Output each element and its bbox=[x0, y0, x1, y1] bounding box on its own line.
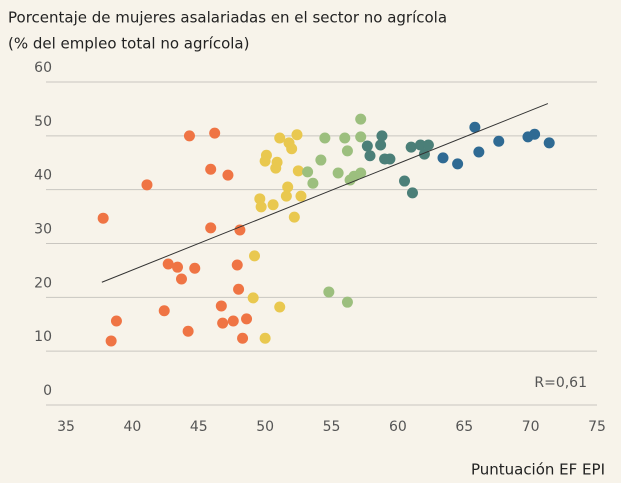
point bbox=[241, 313, 253, 325]
chart-title: (% del empleo total no agrícola) bbox=[8, 35, 249, 53]
x-axis-label: Puntuación EF EPI bbox=[471, 461, 605, 479]
point bbox=[437, 152, 449, 164]
point bbox=[399, 175, 411, 187]
point bbox=[422, 139, 434, 151]
point bbox=[274, 132, 286, 144]
point bbox=[259, 155, 271, 167]
point bbox=[259, 332, 271, 344]
point bbox=[295, 190, 307, 202]
point bbox=[406, 187, 418, 199]
point bbox=[172, 261, 184, 273]
point bbox=[452, 158, 464, 170]
point bbox=[209, 127, 221, 139]
point bbox=[315, 154, 327, 166]
point bbox=[215, 300, 227, 312]
x-tick-label: 65 bbox=[455, 419, 473, 435]
x-tick-label: 40 bbox=[123, 419, 141, 435]
point bbox=[234, 224, 246, 236]
chart-title: Porcentaje de mujeres asalariadas en el … bbox=[8, 9, 447, 27]
point bbox=[384, 153, 396, 165]
point bbox=[319, 132, 331, 144]
point bbox=[543, 137, 555, 149]
point bbox=[291, 129, 303, 141]
x-tick-label: 60 bbox=[389, 419, 407, 435]
point bbox=[274, 301, 286, 313]
point bbox=[288, 211, 300, 223]
point bbox=[247, 292, 259, 304]
point bbox=[375, 139, 387, 151]
point bbox=[307, 177, 319, 189]
y-tick-label: 60 bbox=[34, 60, 52, 76]
point bbox=[493, 135, 505, 147]
point bbox=[97, 212, 109, 224]
point bbox=[339, 132, 351, 144]
point bbox=[255, 201, 267, 213]
point bbox=[217, 317, 229, 329]
point bbox=[286, 143, 298, 155]
x-tick-label: 70 bbox=[522, 419, 540, 435]
y-tick-label: 40 bbox=[34, 168, 52, 184]
y-tick-label: 20 bbox=[34, 275, 52, 291]
trend-line bbox=[101, 103, 549, 283]
point bbox=[341, 145, 353, 157]
x-tick-label: 50 bbox=[256, 419, 274, 435]
point bbox=[361, 140, 373, 152]
point bbox=[182, 325, 194, 337]
point bbox=[141, 179, 153, 191]
point bbox=[376, 130, 388, 142]
y-tick-label: 50 bbox=[34, 114, 52, 130]
point bbox=[355, 113, 367, 125]
point bbox=[227, 315, 239, 327]
point bbox=[189, 262, 201, 274]
point bbox=[237, 332, 249, 344]
point bbox=[355, 167, 367, 179]
point bbox=[332, 167, 344, 179]
point bbox=[282, 181, 294, 193]
point bbox=[205, 163, 217, 175]
point bbox=[292, 165, 304, 177]
point bbox=[469, 121, 481, 133]
point bbox=[405, 141, 417, 153]
point bbox=[233, 283, 245, 295]
point bbox=[267, 199, 279, 211]
x-tick-label: 45 bbox=[190, 419, 208, 435]
annotation: R=0,61 bbox=[534, 375, 587, 391]
point bbox=[364, 150, 376, 162]
x-tick-label: 35 bbox=[57, 419, 75, 435]
point bbox=[280, 190, 292, 202]
point bbox=[222, 169, 234, 181]
point bbox=[158, 305, 170, 317]
x-tick-label: 55 bbox=[323, 419, 341, 435]
point bbox=[355, 131, 367, 143]
point bbox=[341, 296, 353, 308]
y-tick-label: 0 bbox=[43, 383, 52, 399]
point bbox=[473, 146, 485, 158]
point bbox=[302, 166, 314, 178]
y-tick-label: 30 bbox=[34, 222, 52, 238]
point bbox=[231, 259, 243, 271]
point bbox=[183, 130, 195, 142]
point bbox=[110, 315, 122, 327]
point bbox=[249, 250, 261, 262]
point bbox=[254, 193, 266, 205]
point bbox=[105, 335, 117, 347]
point bbox=[175, 273, 187, 285]
x-tick-label: 75 bbox=[588, 419, 606, 435]
point bbox=[529, 128, 541, 140]
point bbox=[162, 258, 174, 270]
point bbox=[414, 139, 426, 151]
point bbox=[205, 222, 217, 234]
point bbox=[323, 286, 335, 298]
y-tick-label: 10 bbox=[34, 329, 52, 345]
point bbox=[270, 162, 282, 174]
